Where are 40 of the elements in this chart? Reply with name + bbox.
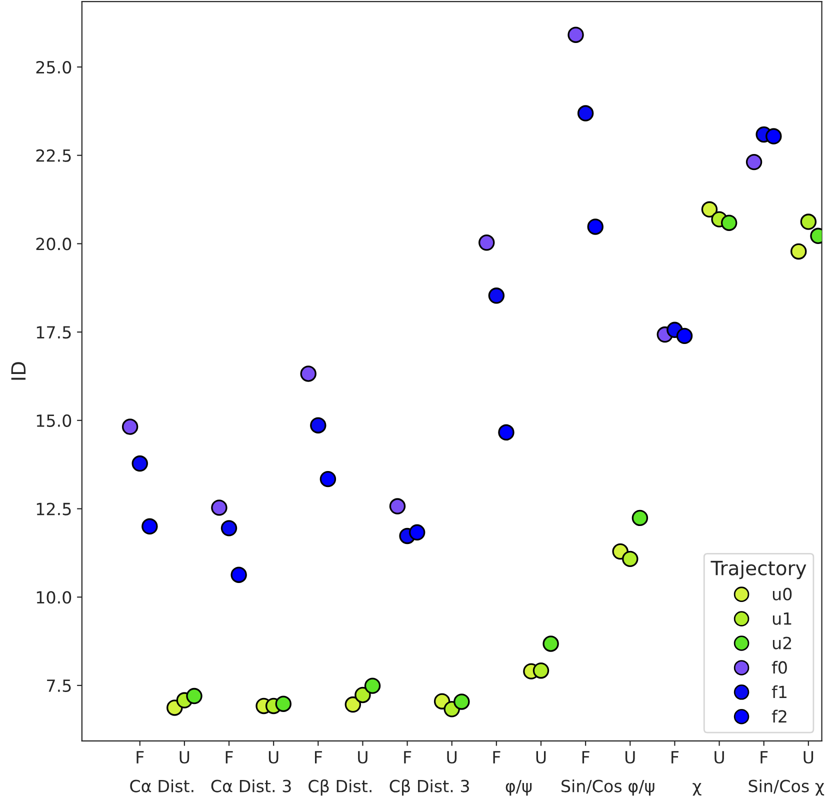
y-tick-label: 10.0 xyxy=(36,591,72,604)
legend-label: f0 xyxy=(772,660,787,674)
x-tick-label: F xyxy=(404,751,412,764)
x-tick-label: U xyxy=(447,751,457,764)
text: Cα Dist. 3 xyxy=(211,779,291,792)
legend-title: Trajectory xyxy=(710,560,806,580)
y-tick-label: 7.5 xyxy=(47,680,71,692)
y-tick-label: 22.5 xyxy=(36,149,71,162)
legend-label: f2 xyxy=(772,710,786,722)
x-tick-label: U xyxy=(536,751,546,764)
text: Sin/Cos φ/ψ xyxy=(562,779,654,796)
x-tick-label: U xyxy=(268,751,278,764)
text: Cβ Dist. xyxy=(308,779,372,796)
text: χ xyxy=(692,782,702,796)
x-tick-label: U xyxy=(358,751,368,764)
text: Sin/Cos χ xyxy=(748,779,824,796)
y-tick-label: 17.5 xyxy=(36,326,71,339)
x-tick-label: F xyxy=(136,751,144,764)
x-tick-label: F xyxy=(760,751,768,764)
text: φ/ψ xyxy=(506,780,532,796)
legend-label: f1 xyxy=(772,685,786,698)
x-tick-label: U xyxy=(714,751,724,764)
legend-label: u2 xyxy=(772,636,792,650)
x-tick-label: U xyxy=(625,751,635,764)
y-axis-title: ID xyxy=(11,362,26,380)
x-tick-label: F xyxy=(672,751,679,764)
text: Cβ Dist. 3 xyxy=(390,779,469,796)
x-tick-label: U xyxy=(804,751,814,764)
x-tick-label: U xyxy=(180,751,190,764)
text: Cα Dist. xyxy=(130,779,194,792)
y-tick-label: 15.0 xyxy=(36,414,72,427)
y-tick-label: 25.0 xyxy=(36,60,72,74)
x-tick-label: F xyxy=(493,751,500,764)
y-tick-label: 12.5 xyxy=(36,502,71,516)
y-tick-label: 20.0 xyxy=(36,238,72,250)
x-tick-label: F xyxy=(582,751,590,764)
legend-label: u1 xyxy=(772,612,792,625)
x-tick-label: F xyxy=(314,751,322,764)
x-tick-label: F xyxy=(226,751,233,764)
legend-label: u0 xyxy=(772,588,792,600)
